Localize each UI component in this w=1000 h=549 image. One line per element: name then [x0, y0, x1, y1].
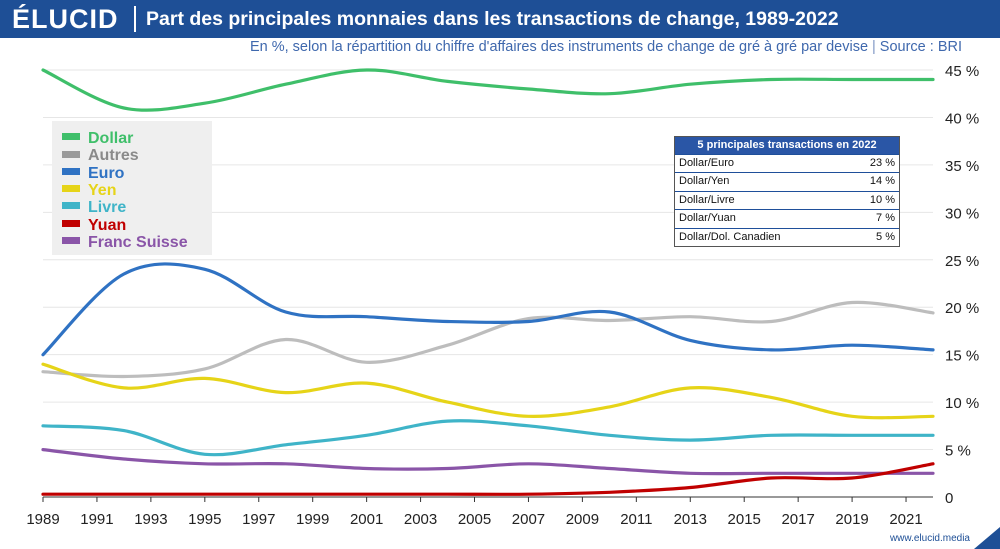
table-row: Dollar/Yen 14 % [675, 172, 899, 190]
legend-swatch [62, 150, 80, 158]
top5-table-title: 5 principales transactions en 2022 [675, 137, 899, 154]
x-tick-label: 2015 [728, 511, 761, 528]
legend-swatch [62, 237, 80, 245]
table-row: Dollar/Euro 23 % [675, 154, 899, 172]
legend-item: Yen [62, 182, 116, 199]
y-tick-label: 15 % [945, 348, 979, 365]
y-tick-label: 25 % [945, 253, 979, 270]
x-tick-label: 2017 [781, 511, 814, 528]
table-row: Dollar/Dol. Canadien 5 % [675, 227, 899, 246]
y-tick-label: 0 [945, 490, 953, 507]
series-line-livre [41, 419, 935, 457]
y-tick-label: 20 % [945, 300, 979, 317]
legend-label: Euro [88, 164, 125, 182]
series-line-autres [41, 300, 935, 379]
y-tick-label: 5 % [945, 443, 971, 460]
x-tick-label: 2019 [835, 511, 868, 528]
legend-swatch [62, 133, 80, 141]
x-tick-label: 2009 [566, 511, 599, 528]
y-tick-label: 45 % [945, 63, 979, 80]
legend-item: Euro [62, 165, 124, 182]
legend-item: Franc Suisse [62, 234, 188, 251]
legend-label: Franc Suisse [88, 233, 188, 251]
footer-url[interactable]: www.elucid.media [889, 533, 970, 544]
x-tick-label: 1989 [26, 511, 59, 528]
pair-value: 7 % [876, 212, 895, 225]
elucid-logo: ÉLUCID [12, 4, 119, 34]
legend-swatch [62, 167, 80, 175]
chart-legend: Dollar Autres Euro Yen Livre Yuan Franc Suisse [52, 121, 212, 255]
legend-label: Yuan [88, 216, 127, 234]
pair-label: Dollar/Dol. Canadien [679, 230, 781, 243]
x-tick-label: 2007 [512, 511, 545, 528]
table-row: Dollar/Yuan 7 % [675, 209, 899, 227]
series-line-dollar [41, 68, 935, 112]
x-tick-label: 1991 [80, 511, 113, 528]
series-lines [41, 68, 935, 496]
x-tick-label: 1999 [296, 511, 329, 528]
logo-divider [134, 6, 136, 32]
x-tick-label: 1997 [242, 511, 275, 528]
x-tick-label: 1993 [134, 511, 167, 528]
top5-transactions-table: 5 principales transactions en 2022 Dolla… [674, 136, 900, 247]
pair-value: 23 % [869, 157, 895, 169]
chart-title: Part des principales monnaies dans les t… [146, 8, 839, 30]
subtitle-text: En %, selon la répartition du chiffre d'… [249, 39, 869, 55]
series-line-yuan [41, 462, 935, 496]
pair-label: Dollar/Livre [679, 193, 735, 206]
legend-item: Livre [62, 199, 126, 216]
pair-value: 14 % [869, 175, 895, 188]
y-tick-label: 30 % [945, 205, 979, 222]
x-tick-label: 2001 [350, 511, 383, 528]
table-row: Dollar/Livre 10 % [675, 190, 899, 209]
x-tick-label: 2013 [674, 511, 707, 528]
source-text: Source : BRI [879, 39, 962, 55]
pair-label: Dollar/Yen [679, 175, 730, 188]
pair-value: 10 % [869, 193, 895, 206]
legend-swatch [62, 202, 80, 210]
pair-label: Dollar/Euro [679, 157, 735, 169]
x-tick-label: 2021 [889, 511, 922, 528]
x-tick-label: 2003 [404, 511, 437, 528]
legend-label: Livre [88, 199, 127, 217]
chart-subtitle: En %, selon la répartition du chiffre d'… [0, 38, 962, 56]
legend-label: Autres [88, 147, 139, 165]
legend-item: Autres [62, 147, 139, 164]
legend-item: Dollar [62, 130, 133, 147]
header-bar: ÉLUCID Part des principales monnaies dan… [0, 0, 1000, 38]
pair-label: Dollar/Yuan [679, 212, 736, 225]
y-tick-label: 40 % [945, 110, 979, 127]
axes: 0 5 % 10 % 15 % 20 % 25 % 30 % 35 % 40 % 45 % 1989… [26, 63, 979, 528]
legend-swatch [62, 219, 80, 227]
x-tick-label: 2005 [458, 511, 491, 528]
series-line-euro [41, 262, 935, 357]
legend-label: Dollar [88, 130, 134, 147]
series-line-yen [41, 362, 935, 420]
subtitle-separator: | [872, 39, 876, 55]
y-tick-label: 10 % [945, 395, 979, 412]
legend-item: Yuan [62, 217, 126, 234]
legend-swatch [62, 185, 80, 193]
pair-value: 5 % [876, 230, 895, 243]
x-tick-label: 2011 [620, 511, 652, 528]
x-tick-label: 1995 [188, 511, 221, 528]
y-tick-label: 35 % [945, 158, 979, 175]
elucid-corner-mark [974, 527, 1000, 549]
series-line-franc-suisse [41, 448, 935, 476]
legend-label: Yen [88, 181, 117, 199]
